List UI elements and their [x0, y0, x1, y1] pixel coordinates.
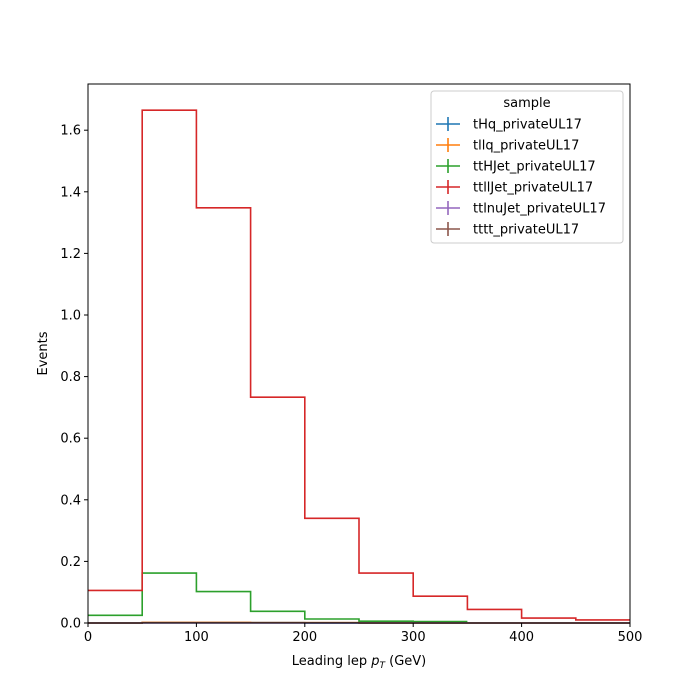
legend-label: ttlnuJet_privateUL17	[473, 202, 606, 217]
legend-box	[430, 90, 624, 244]
x-tick-label: 500	[618, 630, 643, 645]
x-tick-label: 100	[184, 630, 209, 645]
y-tick-label: 0.0	[60, 617, 81, 632]
x-axis-label: Leading lep pT (GeV)	[292, 654, 426, 671]
x-axis-label-main: Leading lep	[292, 654, 371, 669]
plot-area-frame	[87, 83, 631, 624]
y-axis: 0.0 0.2 0.4 0.6 0.8 1.0 1.2 1.4 1.6	[60, 124, 88, 632]
x-tick-label: 300	[401, 630, 426, 645]
y-tick-label: 1.0	[60, 309, 81, 324]
legend-item: tllq_privateUL17	[436, 138, 579, 154]
legend-item: ttHJet_privateUL17	[436, 159, 596, 175]
series-line-ttllJet_privateUL17	[88, 109, 630, 621]
legend-item: ttllJet_privateUL17	[436, 180, 593, 196]
x-axis: 0 100 200 300 400 500	[84, 623, 643, 645]
legend-item: ttlnuJet_privateUL17	[436, 201, 606, 217]
legend-label: ttHJet_privateUL17	[473, 160, 596, 175]
x-tick-label: 200	[292, 630, 317, 645]
x-axis-label-sub: T	[379, 661, 386, 671]
series-ttHJet_privateUL17	[88, 572, 468, 623]
legend-entries: tHq_privateUL17 tllq_privateUL17 ttHJet_pr…	[436, 117, 606, 238]
legend-label: tllq_privateUL17	[473, 139, 579, 154]
y-tick-label: 0.6	[60, 432, 81, 447]
series-ttllJet_privateUL17	[88, 109, 630, 621]
y-tick-label: 0.8	[60, 370, 81, 385]
legend-label: tHq_privateUL17	[473, 118, 582, 133]
legend-label: tttt_privateUL17	[473, 223, 579, 238]
legend-title: sample	[503, 96, 550, 111]
x-axis-label-unit: (GeV)	[385, 654, 426, 669]
x-tick-label: 400	[509, 630, 534, 645]
legend-label: ttllJet_privateUL17	[473, 181, 593, 196]
x-tick-label: 0	[84, 630, 92, 645]
legend-item: tHq_privateUL17	[436, 117, 582, 133]
series-line-ttHJet_privateUL17	[88, 572, 468, 623]
legend-item: tttt_privateUL17	[436, 222, 579, 238]
y-tick-label: 0.2	[60, 555, 81, 570]
y-axis-label: Events	[36, 331, 51, 375]
y-tick-label: 1.4	[60, 185, 81, 200]
legend: sample tHq_privateUL17 tllq_privateUL17tt…	[430, 90, 624, 244]
x-axis-label-math: p	[370, 654, 379, 669]
y-tick-label: 1.6	[60, 124, 81, 139]
y-tick-label: 0.4	[60, 493, 81, 508]
y-tick-label: 1.2	[60, 247, 81, 262]
